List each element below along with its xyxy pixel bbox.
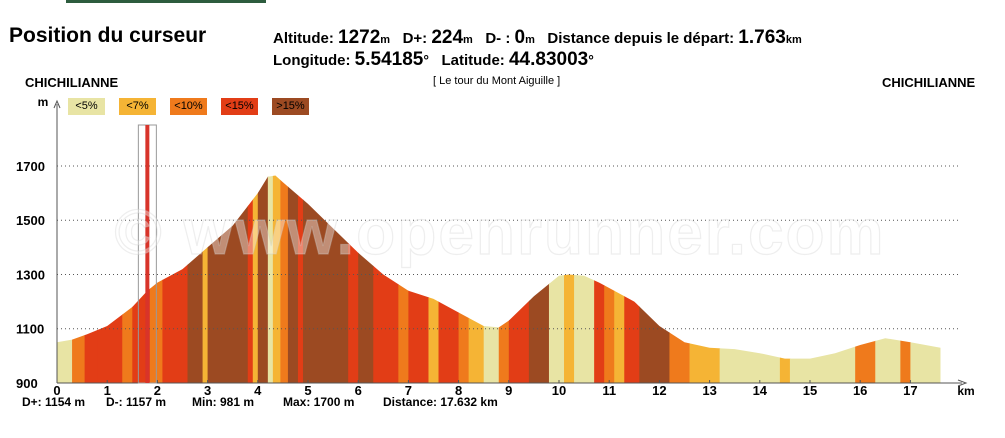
altitude-value: 1272 [338, 27, 381, 48]
legend-label: <15% [225, 100, 254, 112]
altitude-label: Altitude: [273, 30, 334, 47]
y-tick-label: 1500 [16, 213, 45, 228]
slope-band [910, 175, 941, 383]
slope-band [267, 175, 274, 383]
start-place: CHICHILIANNE [25, 75, 119, 90]
longitude-label: Longitude: [273, 52, 351, 69]
legend-item-lt15: <15% [221, 98, 258, 115]
stat-max: Max: 1700 m [283, 395, 355, 409]
x-tick-label: 7 [405, 383, 412, 398]
longitude-unit: ° [423, 52, 429, 68]
dplus-unit: m [463, 34, 473, 46]
dplus-label: D+: [402, 30, 428, 47]
x-tick-label: 10 [552, 383, 566, 398]
slope-band [252, 175, 259, 383]
legend-label: <5% [75, 100, 98, 112]
dminus-label: D- : [485, 30, 511, 47]
x-tick-label: 5 [304, 383, 311, 398]
altitude-unit: m [380, 34, 391, 46]
latitude-unit: ° [588, 52, 594, 68]
y-tick-label: 900 [16, 376, 38, 391]
end-place: CHICHILIANNE [882, 75, 976, 90]
latitude-label: Latitude: [441, 52, 505, 69]
slope-band [57, 175, 73, 383]
slope-band [297, 175, 304, 383]
legend-item-lt10: <10% [170, 98, 207, 115]
dminus-unit: m [525, 34, 535, 46]
position-cursor[interactable] [137, 124, 157, 384]
slope-band [257, 175, 269, 383]
x-tick-label: 13 [702, 383, 716, 398]
legend-label: <10% [174, 100, 203, 112]
x-tick-label: 12 [652, 383, 666, 398]
top-accent-bar [66, 0, 266, 3]
legend-label: <7% [126, 100, 149, 112]
stat-dplus: D+: 1154 m [22, 395, 86, 409]
slope-band [348, 175, 359, 383]
slope-band [287, 175, 299, 383]
slope-band [247, 175, 254, 383]
slope-band [272, 175, 281, 383]
longitude-value: 5.54185 [354, 49, 424, 70]
stat-min: Min: 981 m [192, 395, 255, 409]
dplus-value: 224 [431, 27, 464, 48]
x-tick-label: 2 [154, 383, 161, 398]
cursor-info-line-1: Altitude: 1272m D+: 224m D- : 0m Distanc… [273, 27, 802, 49]
x-tick-label: 0 [53, 383, 60, 398]
x-tick-label: 1 [104, 383, 111, 398]
x-tick-label: 14 [753, 383, 768, 398]
legend-item-lt5: <5% [68, 98, 105, 115]
watermark: © www.openrunner.com [114, 196, 885, 268]
y-tick-label: 1300 [16, 267, 45, 282]
slope-band [280, 175, 289, 383]
slope-band [202, 175, 209, 383]
route-name: [ Le tour du Mont Aiguille ] [433, 75, 561, 87]
page-title: Position du curseur [9, 24, 207, 47]
y-tick-label: 1100 [16, 322, 44, 337]
distance-unit: km [785, 34, 802, 46]
x-tick-label: 4 [254, 383, 262, 398]
legend-item-gt15: >15% [272, 98, 309, 115]
x-tick-label: 3 [204, 383, 211, 398]
slope-band [84, 175, 98, 383]
latitude-value: 44.83003 [508, 49, 589, 70]
legend-item-lt7: <7% [119, 98, 156, 115]
slope-band [900, 175, 911, 383]
x-axis-arrow-icon [957, 379, 968, 387]
distance-value: 1.763 [738, 27, 786, 48]
x-tick-label: 16 [853, 383, 867, 398]
x-tick-label: 9 [505, 383, 512, 398]
cursor-info-line-2: Longitude: 5.54185° Latitude: 44.83003° [273, 49, 594, 71]
x-tick-label: 17 [903, 383, 917, 398]
dminus-value: 0 [514, 27, 526, 48]
y-tick-label: 1700 [16, 159, 45, 174]
x-axis-label: km [957, 384, 974, 398]
x-tick-label: 6 [355, 383, 362, 398]
y-axis-arrow-icon [53, 99, 61, 109]
distance-label: Distance depuis le départ: [547, 30, 735, 47]
x-tick-label: 11 [602, 383, 616, 398]
legend-label: >15% [276, 100, 305, 112]
stat-dminus: D-: 1157 m [106, 395, 167, 409]
x-tick-label: 8 [455, 383, 462, 398]
slope-band [72, 175, 86, 383]
grid-lines [57, 165, 960, 330]
y-axis-label: m [38, 95, 49, 109]
cursor-line [145, 125, 150, 383]
x-tick-label: 15 [803, 383, 817, 398]
stat-distance: Distance: 17.632 km [383, 395, 498, 409]
slope-band [564, 175, 575, 383]
